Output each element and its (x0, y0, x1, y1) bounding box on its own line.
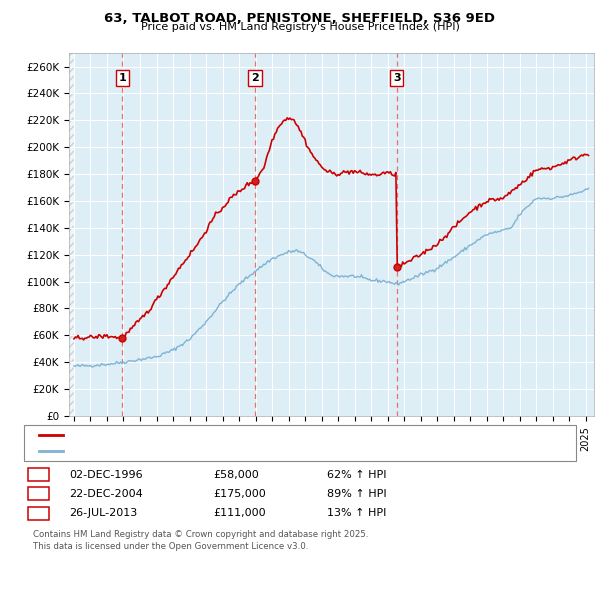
Text: 89% ↑ HPI: 89% ↑ HPI (327, 489, 386, 499)
Text: Price paid vs. HM Land Registry's House Price Index (HPI): Price paid vs. HM Land Registry's House … (140, 22, 460, 32)
Text: 3: 3 (34, 507, 43, 520)
Text: £58,000: £58,000 (213, 470, 259, 480)
Text: Contains HM Land Registry data © Crown copyright and database right 2025.
This d: Contains HM Land Registry data © Crown c… (33, 530, 368, 550)
Text: 1: 1 (34, 468, 43, 481)
Text: 3: 3 (393, 73, 401, 83)
Text: 2: 2 (251, 73, 259, 83)
Text: £111,000: £111,000 (213, 509, 266, 518)
Text: 2: 2 (34, 487, 43, 500)
Text: 1: 1 (118, 73, 126, 83)
Text: HPI: Average price, semi-detached house, Barnsley: HPI: Average price, semi-detached house,… (69, 446, 319, 456)
Text: 26-JUL-2013: 26-JUL-2013 (69, 509, 137, 518)
Text: £175,000: £175,000 (213, 489, 266, 499)
Text: 62% ↑ HPI: 62% ↑ HPI (327, 470, 386, 480)
Text: 22-DEC-2004: 22-DEC-2004 (69, 489, 143, 499)
Text: 63, TALBOT ROAD, PENISTONE, SHEFFIELD, S36 9ED: 63, TALBOT ROAD, PENISTONE, SHEFFIELD, S… (104, 12, 496, 25)
Text: 02-DEC-1996: 02-DEC-1996 (69, 470, 143, 480)
Text: 13% ↑ HPI: 13% ↑ HPI (327, 509, 386, 518)
Text: 63, TALBOT ROAD, PENISTONE, SHEFFIELD, S36 9ED (semi-detached house): 63, TALBOT ROAD, PENISTONE, SHEFFIELD, S… (69, 430, 441, 440)
